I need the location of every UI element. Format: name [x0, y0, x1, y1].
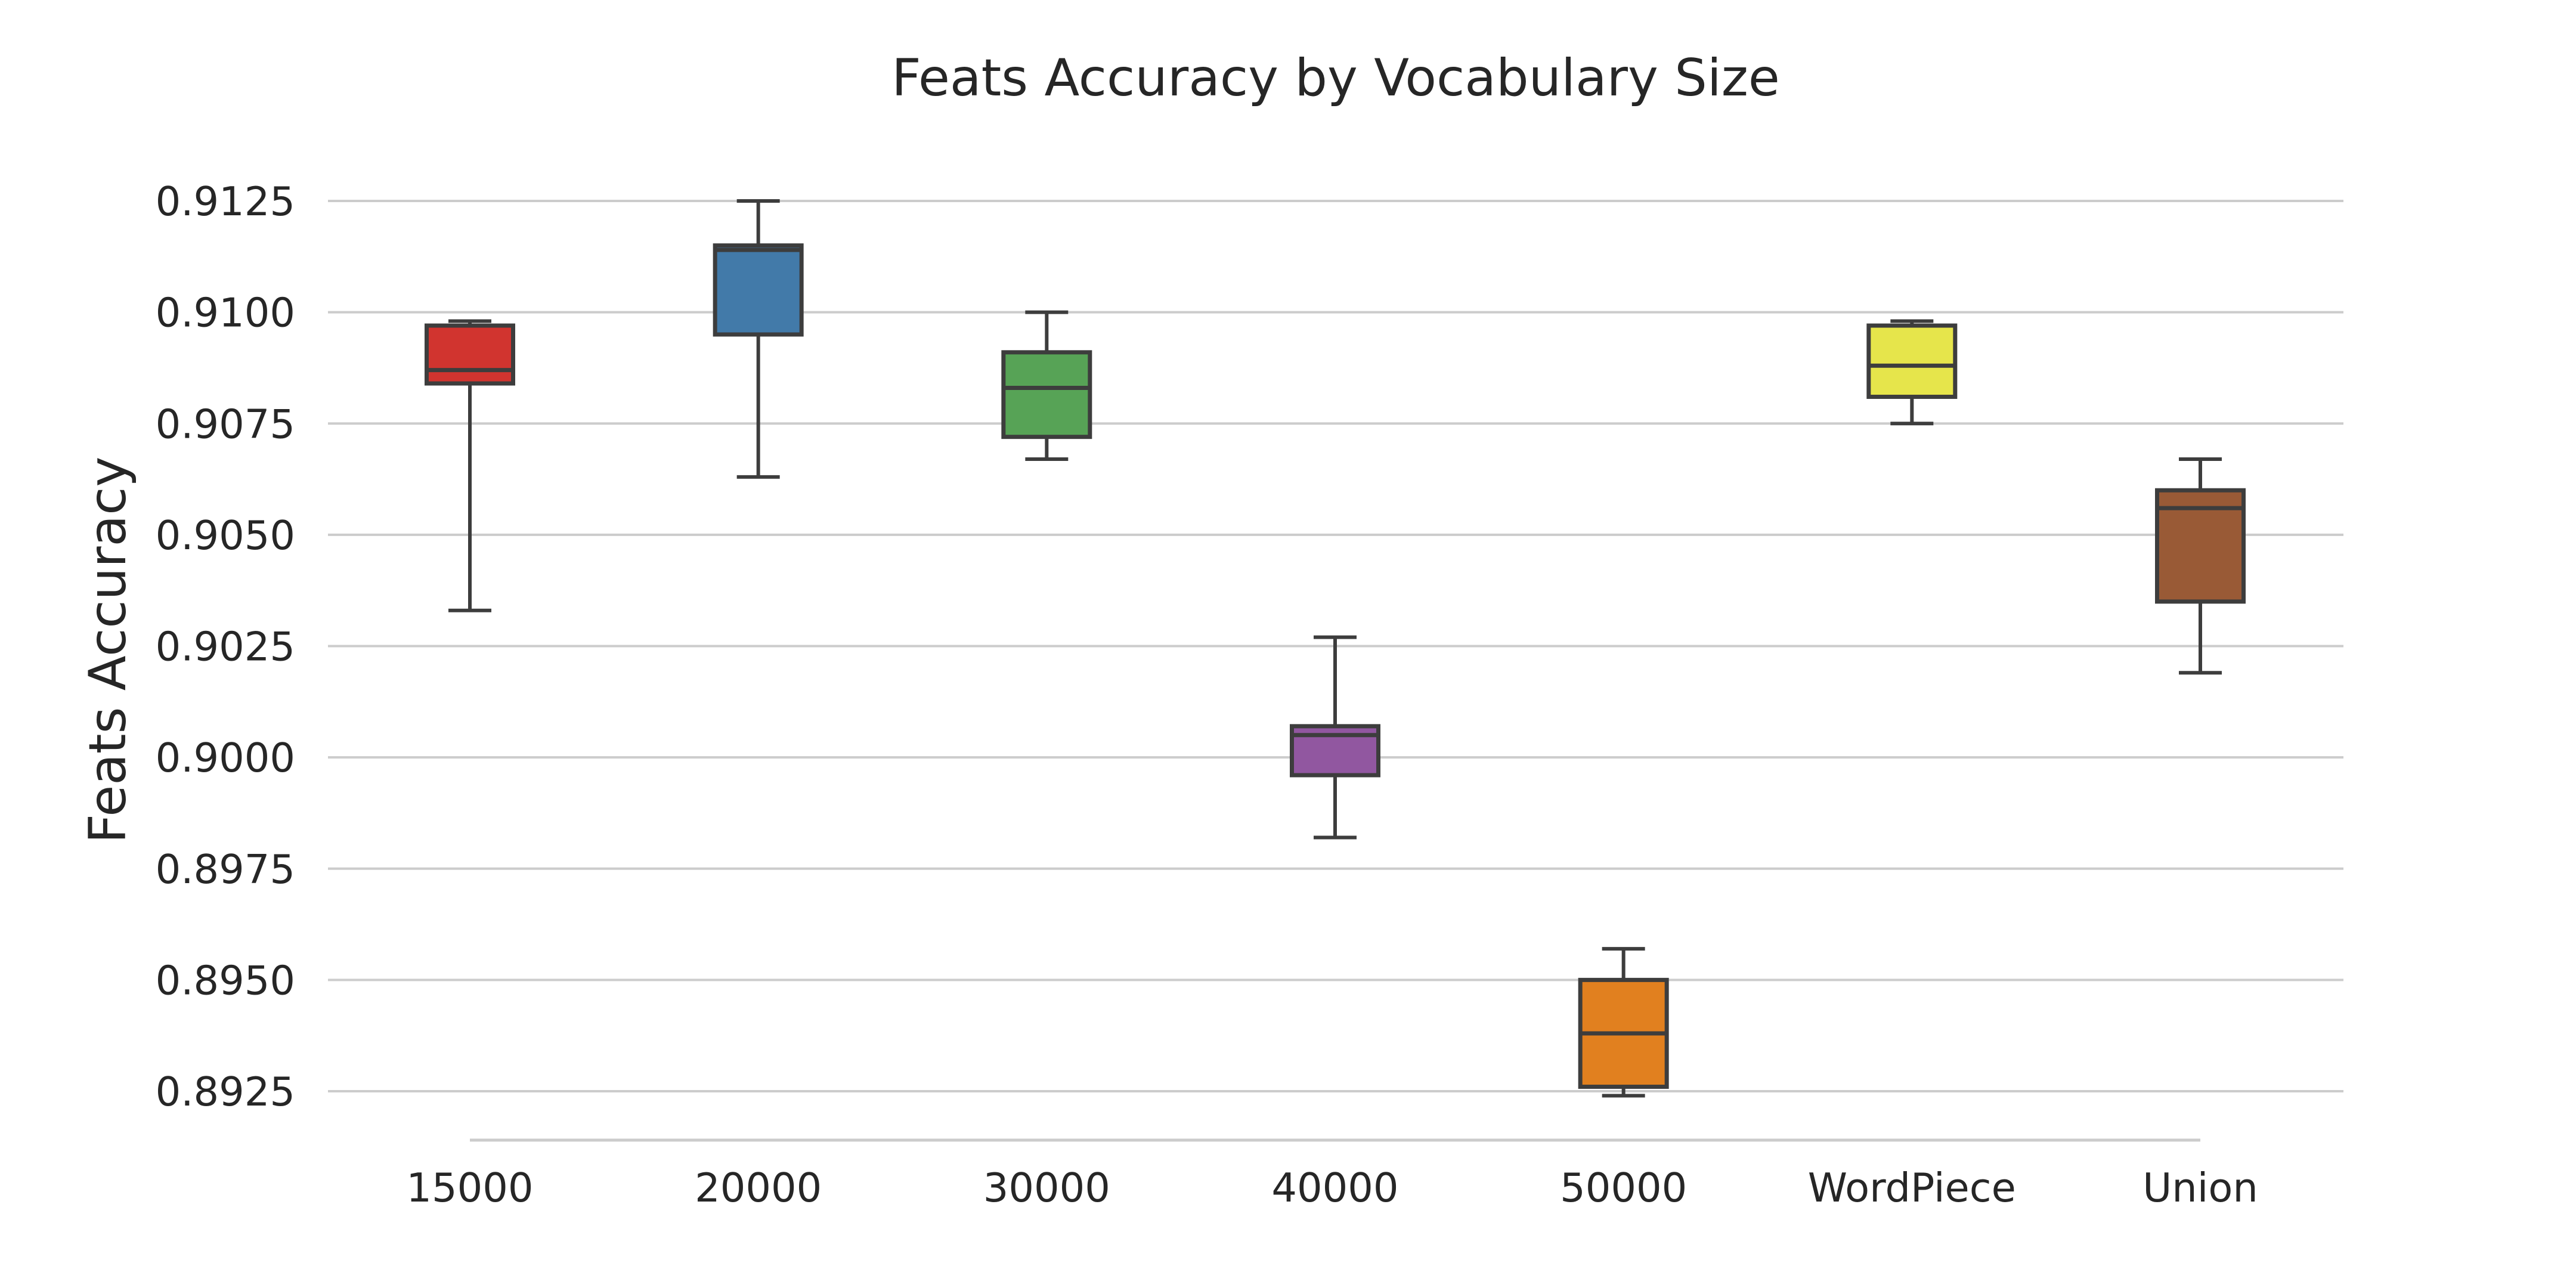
box-group: [425, 319, 515, 612]
y-axis-label: Feats Accuracy: [78, 457, 138, 844]
y-tick-label: 0.9100: [156, 290, 295, 336]
box-group: [1001, 310, 1092, 461]
y-tick-labels: 0.8925 0.8950 0.8975 0.9000 0.9025 0.9050 0.90…: [156, 178, 295, 1115]
x-tick-label: 15000: [406, 1165, 533, 1211]
x-tick-label: WordPiece: [1808, 1165, 2016, 1211]
box-iqr: [713, 243, 804, 337]
box-iqr: [425, 323, 515, 386]
x-tick-label: 20000: [695, 1165, 822, 1211]
box-iqr: [1001, 350, 1092, 439]
box-group: [1866, 319, 1958, 426]
x-tick-label: 50000: [1560, 1165, 1687, 1211]
chart-title: Feats Accuracy by Vocabulary Size: [891, 48, 1780, 108]
y-tick-label: 0.8975: [156, 846, 295, 893]
y-tick-label: 0.8950: [156, 957, 295, 1004]
box-group: [713, 199, 804, 479]
x-tick-label: 30000: [983, 1165, 1110, 1211]
box-group: [2155, 457, 2246, 675]
y-tick-label: 0.9125: [156, 178, 295, 225]
y-tick-label: 0.9050: [156, 512, 295, 559]
box-group: [1290, 635, 1380, 840]
box-iqr: [1866, 323, 1958, 399]
x-tick-label: 40000: [1271, 1165, 1398, 1211]
y-tick-label: 0.9025: [156, 624, 295, 670]
x-tick-labels: 15000 20000 30000 40000 50000 WordPiece Union: [406, 1165, 2258, 1211]
y-tick-label: 0.8925: [156, 1069, 295, 1115]
boxes: [425, 199, 2246, 1098]
x-tick-label: Union: [2142, 1165, 2258, 1211]
y-tick-label: 0.9000: [156, 735, 295, 781]
box-group: [1578, 947, 1669, 1098]
y-tick-label: 0.9075: [156, 401, 295, 447]
